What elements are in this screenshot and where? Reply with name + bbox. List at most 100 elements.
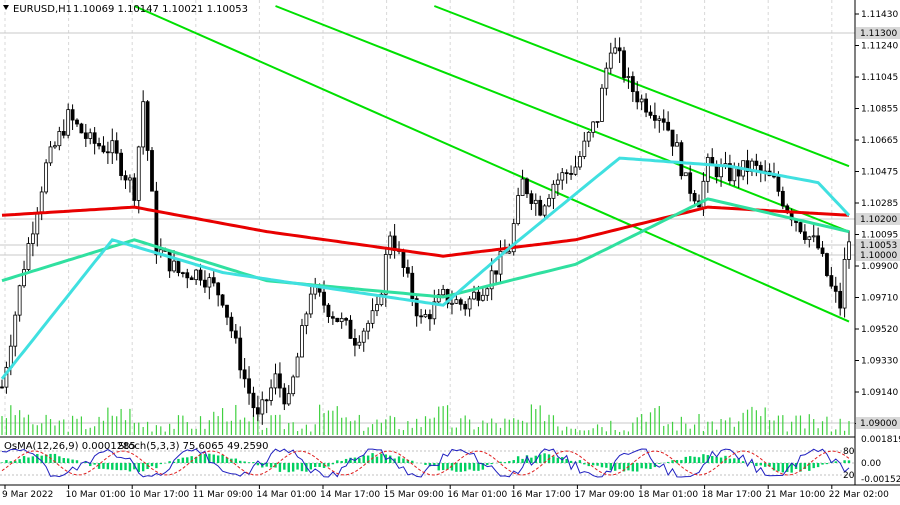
volume-bar (248, 421, 249, 435)
candle-body (67, 110, 70, 136)
volume-bar (601, 427, 602, 435)
candle-body (614, 48, 617, 53)
candle-body (106, 152, 109, 153)
volume-bar (588, 430, 589, 435)
candle-body (777, 177, 780, 191)
price-tick-label: 1.10855 (861, 105, 898, 115)
osma-bar (327, 463, 329, 467)
volume-bar (840, 419, 841, 435)
volume-bar (165, 432, 166, 435)
candle-body (803, 232, 806, 240)
candle-body (389, 236, 392, 254)
volume-bar (204, 429, 205, 435)
volume-bar (244, 418, 245, 435)
volume-bar (10, 405, 11, 435)
osma-bar (477, 463, 479, 471)
time-tick-label: 9 Mar 2022 (2, 490, 53, 500)
volume-bar (46, 415, 47, 435)
osma-bar (332, 463, 334, 464)
volume-bar (279, 415, 280, 435)
osma-bar (715, 457, 717, 463)
volume-bar (698, 414, 699, 435)
volume-bar (747, 410, 748, 435)
osma-bar (592, 463, 594, 465)
time-tick-label: 10 Mar 17:00 (129, 490, 189, 500)
candle-body (680, 143, 683, 176)
osma-bar (301, 463, 303, 471)
indicator-header: OsMA(12,26,9) 0.0001285 Stoch(5,3,3) 75.… (4, 441, 269, 452)
osma-bar (640, 463, 642, 468)
candle-body (168, 251, 171, 271)
candle-body (618, 48, 621, 51)
volume-bar (253, 415, 254, 435)
candle-body (23, 270, 26, 286)
time-tick-label: 16 Mar 17:00 (511, 490, 571, 500)
candle-body (256, 408, 259, 414)
osma-bar (102, 463, 104, 469)
osma-bar (71, 460, 73, 463)
volume-bar (359, 415, 360, 435)
volume-bar (513, 418, 514, 435)
candle-body (124, 176, 127, 180)
volume-bar (160, 426, 161, 435)
volume-bar (68, 432, 69, 435)
volume-bar (323, 413, 324, 435)
candle-body (578, 156, 581, 167)
volume-bar (315, 424, 316, 435)
price-tick-label: 1.10475 (861, 168, 898, 178)
osma-bar (151, 463, 153, 466)
candle-body (287, 394, 290, 404)
volume-bar (765, 407, 766, 435)
volume-bar (275, 415, 276, 435)
candle-body (80, 124, 83, 133)
osma-bar (213, 455, 215, 463)
volume-bar (822, 421, 823, 435)
volume-bar (169, 424, 170, 435)
candle-body (627, 77, 630, 78)
candle-body (248, 379, 251, 393)
volume-bar (385, 419, 386, 435)
volume-bar (509, 420, 510, 435)
volume-bar (125, 420, 126, 435)
candle-body (230, 317, 233, 331)
volume-bar (59, 421, 60, 435)
volume-bar (178, 415, 179, 435)
candle-body (667, 122, 670, 130)
price-tick-label: 1.09520 (861, 325, 898, 335)
volume-bar (482, 421, 483, 435)
volume-bar (443, 406, 444, 435)
volume-bar (147, 422, 148, 435)
candle-body (336, 318, 339, 321)
volume-bar (712, 421, 713, 435)
osma-bar (570, 461, 572, 463)
osma-bar (257, 463, 259, 465)
volume-bar (685, 424, 686, 435)
volume-bar (544, 421, 545, 435)
volume-bar (650, 412, 651, 435)
price-marker-label: 1.10200 (860, 215, 897, 225)
volume-bar (196, 429, 197, 435)
candle-body (486, 289, 489, 296)
volume-bar (654, 408, 655, 435)
candle-body (62, 131, 65, 135)
osma-bar (76, 460, 78, 463)
price-tick-label: 1.11045 (861, 73, 898, 83)
candle-body (102, 146, 105, 152)
volume-bar (566, 427, 567, 435)
candle-body (808, 237, 811, 240)
volume-bar (725, 420, 726, 435)
stoch-label: Stoch(5,3,3) 75.6065 49.2590 (118, 441, 269, 452)
candle-body (481, 295, 484, 300)
volume-bar (310, 432, 311, 435)
osma-bar (579, 460, 581, 463)
volume-bar (54, 425, 55, 435)
candle-body (583, 141, 586, 156)
volume-bar (293, 422, 294, 435)
candle-body (420, 316, 423, 317)
volume-bar (531, 404, 532, 435)
osma-bar (733, 458, 735, 463)
candle-body (1, 387, 4, 388)
volume-bar (734, 427, 735, 435)
candle-body (190, 278, 193, 280)
